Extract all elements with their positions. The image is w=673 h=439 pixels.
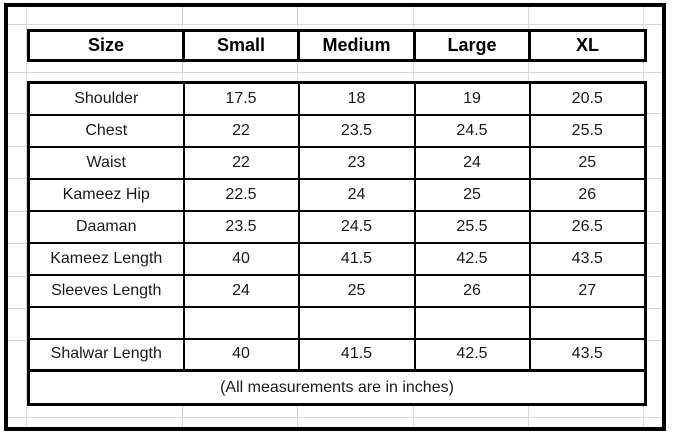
footer-note-row: (All measurements are in inches) xyxy=(27,369,647,406)
table-row-waist: Waist 22 23 24 25 xyxy=(27,145,647,180)
measurement-cell: 24 xyxy=(182,273,300,308)
measurement-cell: 26 xyxy=(413,273,531,308)
header-cell-small: Small xyxy=(182,29,300,62)
measurement-cell xyxy=(528,305,647,340)
measurement-cell: 42.5 xyxy=(413,241,531,276)
measurement-cell: 43.5 xyxy=(528,337,647,372)
measurement-cell: 19 xyxy=(413,81,531,116)
row-label-cell: Shalwar Length xyxy=(27,337,185,372)
measurement-cell: 18 xyxy=(297,81,416,116)
measurement-cell: 24 xyxy=(297,177,416,212)
measurement-cell: 25.5 xyxy=(528,113,647,148)
measurement-cell: 25 xyxy=(297,273,416,308)
measurement-cell xyxy=(297,305,416,340)
measurement-cell xyxy=(182,305,300,340)
header-cell-xl: XL xyxy=(528,29,647,62)
measurement-cell xyxy=(413,305,531,340)
measurement-cell: 24 xyxy=(413,145,531,180)
measurement-cell: 24.5 xyxy=(297,209,416,244)
measurement-cell: 22.5 xyxy=(182,177,300,212)
measurement-cell: 25 xyxy=(413,177,531,212)
table-row-shoulder: Shoulder 17.5 18 19 20.5 xyxy=(27,81,647,116)
row-label-cell: Chest xyxy=(27,113,185,148)
row-label-cell: Kameez Length xyxy=(27,241,185,276)
footer-note: (All measurements are in inches) xyxy=(27,369,647,406)
size-chart-table: Shoulder 17.5 18 19 20.5 Chest 22 23.5 24.5 25.5 W… xyxy=(27,81,647,406)
gridline-horizontal xyxy=(7,417,663,418)
header-cell-size: Size xyxy=(27,29,185,62)
row-label-cell: Sleeves Length xyxy=(27,273,185,308)
measurement-cell: 22 xyxy=(182,145,300,180)
row-label-cell: Daaman xyxy=(27,209,185,244)
header-cell-large: Large xyxy=(413,29,531,62)
header-cell-medium: Medium xyxy=(297,29,416,62)
measurement-cell: 20.5 xyxy=(528,81,647,116)
header-row: Size Small Medium Large XL xyxy=(27,29,647,62)
measurement-cell: 22 xyxy=(182,113,300,148)
measurement-cell: 41.5 xyxy=(297,241,416,276)
measurement-cell: 40 xyxy=(182,337,300,372)
row-label-cell: Shoulder xyxy=(27,81,185,116)
measurement-cell: 43.5 xyxy=(528,241,647,276)
table-row-empty xyxy=(27,305,647,340)
measurement-cell: 40 xyxy=(182,241,300,276)
measurement-cell: 42.5 xyxy=(413,337,531,372)
table-row-shalwar-length: Shalwar Length 40 41.5 42.5 43.5 xyxy=(27,337,647,372)
measurement-cell: 23 xyxy=(297,145,416,180)
gridline-vertical xyxy=(26,6,27,428)
measurement-cell: 24.5 xyxy=(413,113,531,148)
measurement-cell: 41.5 xyxy=(297,337,416,372)
table-row-kameez-hip: Kameez Hip 22.5 24 25 26 xyxy=(27,177,647,212)
measurement-cell: 23.5 xyxy=(182,209,300,244)
measurement-cell: 25.5 xyxy=(413,209,531,244)
measurement-cell: 26.5 xyxy=(528,209,647,244)
table-row-sleeves-length: Sleeves Length 24 25 26 27 xyxy=(27,273,647,308)
measurement-cell: 27 xyxy=(528,273,647,308)
measurement-cell: 17.5 xyxy=(182,81,300,116)
measurement-cell: 23.5 xyxy=(297,113,416,148)
size-chart-header-table: Size Small Medium Large XL xyxy=(27,29,647,62)
table-row-chest: Chest 22 23.5 24.5 25.5 xyxy=(27,113,647,148)
row-label-cell: Kameez Hip xyxy=(27,177,185,212)
measurement-cell: 25 xyxy=(528,145,647,180)
table-row-kameez-length: Kameez Length 40 41.5 42.5 43.5 xyxy=(27,241,647,276)
gridline-horizontal xyxy=(7,24,663,25)
measurement-cell: 26 xyxy=(528,177,647,212)
row-label-cell xyxy=(27,305,185,340)
table-row-daaman: Daaman 23.5 24.5 25.5 26.5 xyxy=(27,209,647,244)
row-label-cell: Waist xyxy=(27,145,185,180)
gridline-horizontal xyxy=(7,72,663,73)
